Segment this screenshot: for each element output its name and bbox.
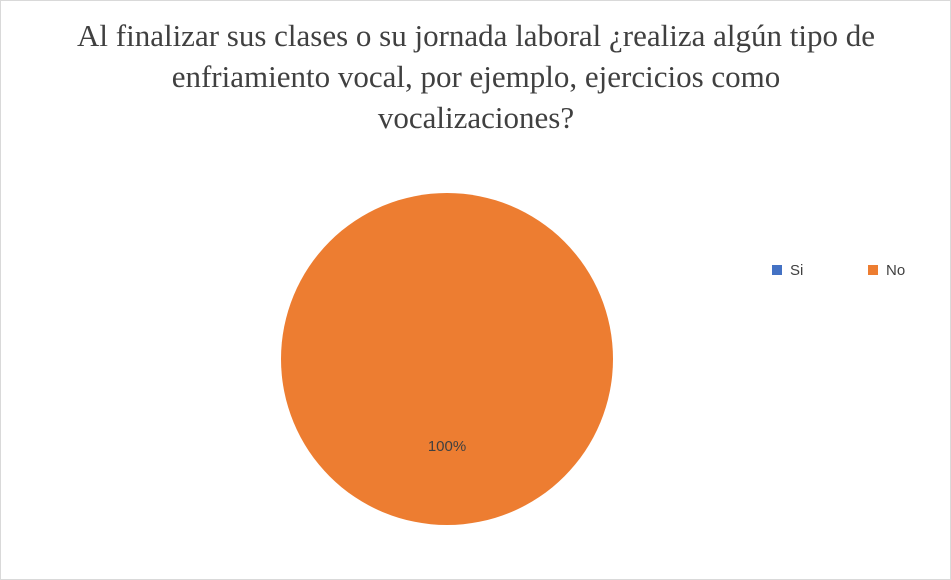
legend-swatch <box>868 265 878 275</box>
legend-swatch <box>772 265 782 275</box>
pie-slice <box>281 193 613 525</box>
chart-title: Al finalizar sus clases o su jornada lab… <box>77 18 875 135</box>
data-label: 100% <box>428 438 466 455</box>
legend-label: Si <box>790 262 803 279</box>
legend-label: No <box>886 262 905 279</box>
